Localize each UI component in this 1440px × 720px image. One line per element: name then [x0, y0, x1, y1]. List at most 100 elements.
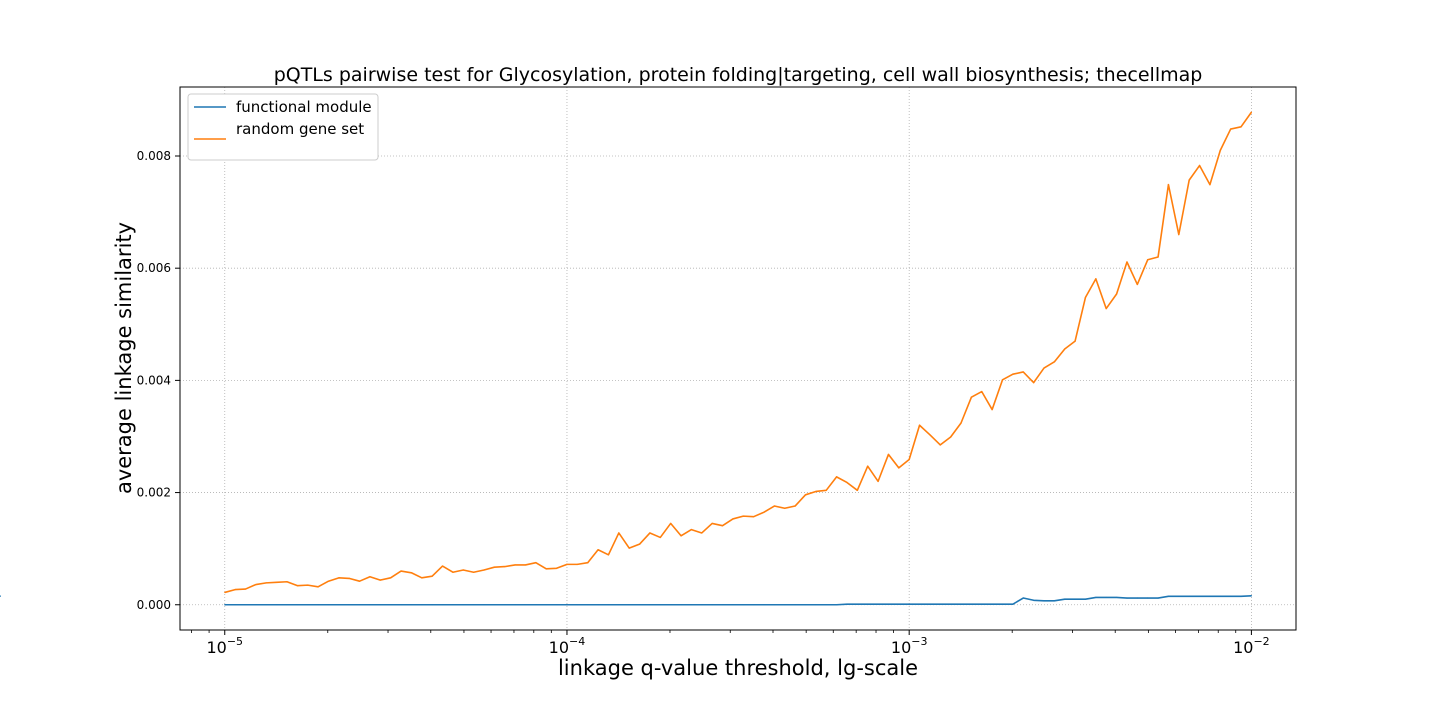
data-point-random-gene-set [566, 563, 568, 565]
data-point-random-gene-set [711, 522, 713, 525]
y-axis-label: average linkage similarity [112, 222, 136, 494]
data-point-random-gene-set [1167, 184, 1170, 186]
data-point-random-gene-set [244, 588, 247, 590]
data-point-random-gene-set [483, 569, 485, 571]
data-point-functional-module [794, 604, 796, 606]
x-tick-label: 10−5 [206, 635, 243, 657]
data-point-functional-module [618, 604, 620, 606]
data-point-functional-module [607, 604, 610, 606]
data-point-functional-module [1126, 597, 1128, 599]
data-point-random-gene-set [618, 532, 620, 534]
data-point-functional-module [410, 604, 413, 606]
data-point-functional-module [1022, 597, 1024, 599]
data-point-functional-module [804, 604, 807, 606]
data-point-random-gene-set [587, 562, 589, 564]
data-point-random-gene-set [887, 453, 890, 456]
data-point-random-gene-set [597, 549, 599, 551]
data-point-functional-module [1157, 597, 1159, 599]
data-point-functional-module [421, 604, 423, 606]
data-point-functional-module [556, 604, 558, 606]
data-point-random-gene-set [1250, 111, 1252, 113]
data-point-functional-module [1209, 595, 1211, 597]
data-point-functional-module [234, 604, 236, 606]
data-point-random-gene-set [804, 494, 807, 496]
data-point-functional-module [441, 604, 444, 606]
data-point-functional-module [504, 604, 506, 606]
data-point-random-gene-set [1095, 278, 1097, 280]
data-point-functional-module [856, 603, 858, 605]
data-point-functional-module [1084, 598, 1087, 600]
data-point-random-gene-set [441, 565, 444, 567]
data-point-functional-module [970, 603, 973, 605]
data-point-functional-module [483, 604, 485, 606]
data-point-random-gene-set [659, 536, 661, 539]
data-point-random-gene-set [234, 589, 236, 591]
data-point-functional-module [1043, 600, 1045, 602]
data-point-functional-module [773, 604, 775, 606]
data-point-random-gene-set [815, 490, 817, 493]
data-point-functional-module [898, 603, 900, 605]
data-point-functional-module [1115, 596, 1118, 599]
series-lines [0, 111, 1253, 606]
data-point-functional-module [981, 603, 983, 605]
data-point-random-gene-set [1043, 367, 1045, 369]
data-point-functional-module [379, 604, 381, 606]
data-point-functional-module [1219, 595, 1221, 597]
data-point-functional-module [701, 604, 703, 606]
x-tick-label: 10−4 [549, 635, 586, 657]
data-point-random-gene-set [317, 586, 319, 588]
data-point-functional-module [1136, 597, 1138, 599]
data-point-random-gene-set [1219, 149, 1221, 151]
data-point-random-gene-set [431, 575, 433, 577]
data-point-random-gene-set [1084, 296, 1087, 298]
y-tick-label: 0.006 [137, 261, 171, 275]
data-point-random-gene-set [410, 572, 413, 574]
data-point-functional-module [576, 604, 578, 606]
data-point-functional-module [846, 603, 848, 605]
data-point-random-gene-set [255, 583, 257, 586]
data-point-random-gene-set [369, 576, 371, 578]
data-point-functional-module [742, 604, 744, 606]
data-point-functional-module [670, 604, 672, 606]
data-point-functional-module [224, 604, 226, 606]
data-point-random-gene-set [1074, 340, 1076, 342]
data-point-random-gene-set [504, 566, 506, 568]
data-point-random-gene-set [784, 507, 786, 509]
data-point-random-gene-set [556, 567, 558, 569]
data-point-functional-module [265, 604, 267, 606]
data-point-functional-module [1240, 595, 1242, 597]
data-point-random-gene-set [1033, 382, 1035, 384]
data-point-random-gene-set [545, 568, 547, 570]
data-point-random-gene-set [473, 571, 475, 573]
data-point-functional-module [317, 604, 319, 606]
data-point-functional-module [825, 604, 827, 606]
data-point-random-gene-set [981, 391, 983, 393]
data-point-random-gene-set [493, 566, 495, 568]
data-point-random-gene-set [1178, 233, 1180, 236]
series-line-random-gene-set [224, 111, 1253, 594]
data-point-random-gene-set [918, 424, 921, 426]
data-point-functional-module [307, 604, 309, 606]
data-point-functional-module [887, 603, 890, 605]
data-point-functional-module [939, 603, 941, 605]
data-point-functional-module [296, 604, 298, 606]
data-point-random-gene-set [825, 489, 827, 491]
data-point-random-gene-set [732, 518, 734, 520]
data-point-random-gene-set [701, 532, 703, 534]
data-point-random-gene-set [898, 467, 900, 469]
legend-box [187, 93, 379, 161]
data-point-random-gene-set [348, 577, 350, 579]
x-axis-label: linkage q-value threshold, lg-scale [558, 656, 918, 680]
plot-area-frame [179, 86, 1297, 631]
data-point-random-gene-set [763, 511, 765, 513]
data-point-random-gene-set [1136, 283, 1138, 286]
data-point-random-gene-set [1022, 371, 1024, 373]
data-point-functional-module [1053, 600, 1055, 602]
data-point-functional-module [358, 604, 361, 606]
data-point-random-gene-set [535, 562, 537, 564]
data-point-functional-module [1167, 595, 1170, 597]
data-point-functional-module [1095, 596, 1097, 599]
data-point-functional-module [473, 604, 475, 606]
data-point-random-gene-set [1240, 126, 1242, 128]
